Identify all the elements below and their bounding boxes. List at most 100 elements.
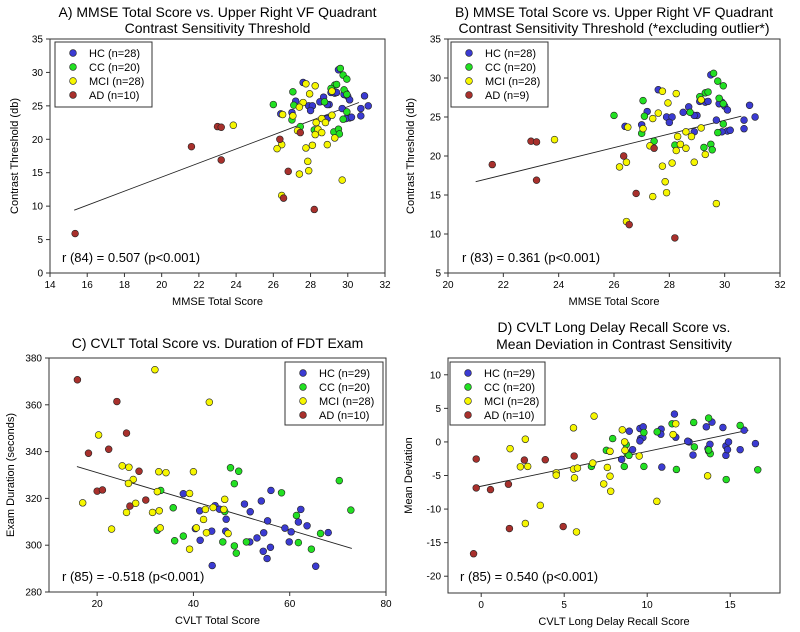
data-point-hc — [625, 427, 633, 435]
data-point-cc — [672, 465, 681, 474]
data-point-mci — [621, 446, 629, 455]
data-point-mci — [697, 124, 705, 132]
y-tick-label: 320 — [25, 494, 42, 505]
x-axis-label: MMSE Total Score — [172, 296, 263, 308]
data-point-cc — [708, 146, 716, 154]
data-point-cc — [709, 69, 718, 78]
legend-marker-cc — [299, 383, 307, 391]
x-tick-label: 26 — [608, 280, 620, 291]
data-point-hc — [702, 423, 710, 431]
x-tick-label: 20 — [442, 280, 454, 291]
x-tick-label: 24 — [553, 280, 565, 291]
data-point-mci — [658, 162, 667, 170]
data-point-hc — [665, 118, 674, 127]
data-point-cc — [686, 108, 694, 117]
x-tick-label: 15 — [725, 600, 737, 611]
data-point-cc — [736, 421, 744, 430]
legend: HC (n=28) CC (n=20) MCI (n=28) AD (n=10) — [54, 41, 153, 108]
data-point-hc — [324, 528, 332, 537]
data-point-mci — [273, 144, 281, 153]
data-point-hc — [617, 455, 626, 464]
y-tick-label: 10 — [430, 370, 442, 381]
legend-marker-mci — [465, 77, 473, 85]
data-point-mci — [153, 487, 162, 496]
data-point-ad — [73, 376, 82, 384]
data-point-hc — [259, 547, 267, 555]
legend-label: HC (n=28) — [485, 48, 536, 60]
data-point-mci — [662, 188, 671, 197]
data-point-mci — [331, 134, 339, 142]
data-point-cc — [269, 100, 278, 109]
data-point-cc — [700, 143, 708, 152]
data-point-hc — [179, 490, 188, 498]
data-point-hc — [751, 113, 759, 121]
plot-area — [49, 38, 386, 274]
y-tick-label: 10 — [32, 202, 44, 213]
data-point-ad — [142, 496, 150, 504]
data-point-hc — [740, 426, 748, 434]
data-point-mci — [570, 474, 579, 482]
data-point-mci — [302, 144, 310, 152]
data-point-mci — [202, 529, 211, 537]
x-tick-label: 40 — [188, 599, 200, 610]
legend-label: MCI (n=28) — [484, 396, 539, 408]
data-point-mci — [295, 170, 304, 178]
data-point-cc — [639, 96, 647, 105]
data-point-cc — [625, 451, 633, 460]
legend-marker-ad — [464, 411, 472, 419]
data-point-hc — [297, 505, 305, 514]
data-point-mci — [304, 167, 313, 175]
data-point-cc — [714, 77, 722, 85]
data-point-hc — [628, 445, 637, 454]
data-point-mci — [94, 431, 103, 439]
data-point-mci — [620, 438, 629, 446]
y-tick-label: -5 — [432, 471, 441, 482]
data-point-cc — [704, 88, 712, 96]
data-point-mci — [649, 192, 657, 201]
y-tick-label: 15 — [32, 168, 44, 179]
data-point-hc — [364, 102, 372, 110]
data-point-mci — [701, 150, 709, 159]
y-tick-label: 20 — [430, 152, 442, 163]
data-point-ad — [671, 234, 679, 242]
data-point-mci — [192, 524, 201, 532]
data-point-cc — [335, 130, 344, 138]
data-point-hc — [712, 116, 721, 124]
data-point-mci — [209, 503, 217, 512]
data-point-cc — [640, 112, 649, 120]
data-point-cc — [230, 542, 239, 550]
data-point-ad — [296, 128, 305, 137]
data-point-cc — [277, 489, 286, 497]
series-ad — [71, 122, 318, 238]
data-point-hc — [724, 438, 733, 446]
data-point-cc — [719, 120, 727, 128]
legend-label: MCI (n=28) — [319, 396, 374, 408]
scatter-panel-d: D) CVLT Long Delay Recall Score vs.Mean … — [403, 319, 781, 628]
legend: HC (n=29) CC (n=20) MCI (n=28) AD (n=10) — [284, 361, 384, 426]
data-point-cc — [335, 476, 344, 485]
data-point-mci — [155, 507, 163, 515]
data-point-ad — [488, 160, 496, 169]
data-point-ad — [532, 138, 541, 146]
data-point-cc — [294, 538, 303, 547]
x-tick-label: 60 — [284, 599, 296, 610]
data-point-cc — [343, 90, 351, 99]
data-point-cc — [230, 479, 239, 488]
x-tick-label: 30 — [719, 280, 731, 291]
data-point-mci — [550, 135, 559, 144]
data-point-hc — [285, 538, 293, 546]
y-tick-label: 10 — [430, 230, 442, 241]
chart-title: A) MMSE Total Score vs. Upper Right VF Q… — [59, 4, 377, 20]
data-point-mci — [676, 140, 685, 149]
data-point-hc — [266, 543, 275, 552]
data-point-mci — [573, 464, 582, 472]
series-hc — [617, 410, 760, 471]
data-point-cc — [169, 504, 177, 512]
x-tick-label: 10 — [642, 600, 654, 611]
data-point-cc — [719, 82, 727, 90]
data-point-cc — [339, 115, 347, 123]
plot-area — [48, 357, 387, 593]
series-ad — [469, 452, 578, 558]
data-point-cc — [640, 428, 648, 437]
data-point-cc — [219, 538, 227, 546]
